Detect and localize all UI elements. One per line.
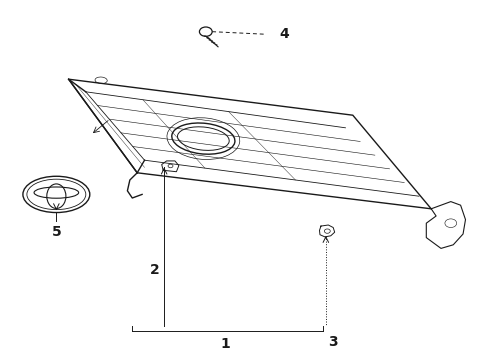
Text: 3: 3: [328, 335, 338, 349]
Text: 5: 5: [51, 225, 61, 239]
Text: 4: 4: [279, 27, 289, 41]
Text: 1: 1: [220, 337, 230, 351]
Text: 2: 2: [149, 263, 159, 277]
